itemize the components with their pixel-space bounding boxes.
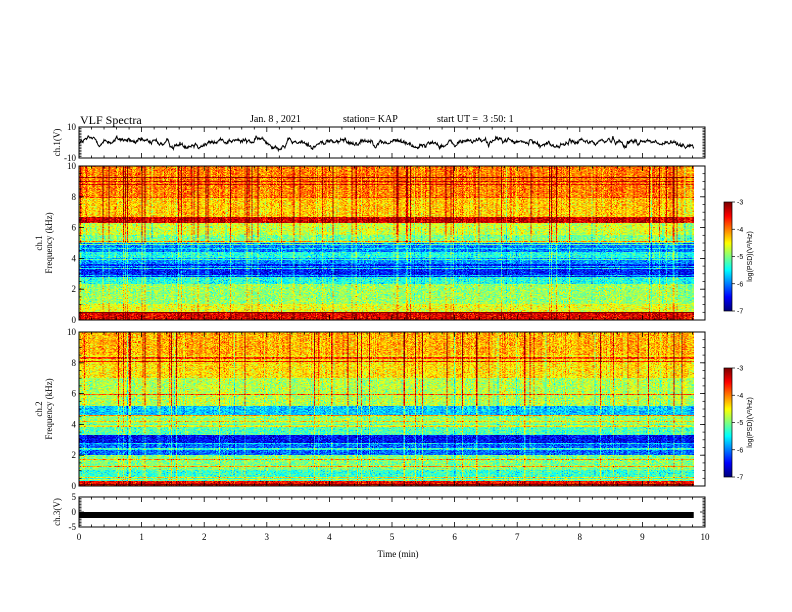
x-tick-label: 3 [265,532,270,542]
x-tick-label: 4 [327,532,332,542]
colorbar-label: log(PSD)(V²/Hz) [747,397,754,448]
y-tick-label: -5 [69,522,77,532]
ch1-spectrogram-image [79,166,705,320]
ch1-spectrogram-panel: 0 2 4 6 8 10 ch.1Frequency (kHz) [34,161,706,325]
colorbar-tick-label: -5 [737,420,743,427]
x-tick-label: 10 [701,532,711,542]
x-tick-label: 0 [77,532,82,542]
x-axis-label: Time (min) [378,549,419,559]
colorbar-tick-label: -5 [737,254,743,261]
colorbar-tick-label: -7 [737,309,743,316]
station-label: station= KAP [343,114,398,125]
y-tick-label: 8 [72,192,77,202]
y-axis-label: ch.2Frequency (kHz) [34,378,54,439]
colorbar-axes: -3 -4 -5 -6 -7 log(PSD)(V²/Hz) -3 -4 -5 -6 -7 log(P… [723,200,754,482]
panel-frame [78,331,706,487]
y-tick-label: 6 [72,223,77,233]
y-axis-label: ch.3(V) [52,498,62,526]
y-tick-label: 5 [72,492,77,502]
x-tick-label: 5 [390,532,395,542]
y-tick-label: 6 [72,389,77,399]
y-tick-label: 0 [72,481,77,491]
colorbar-frame [723,201,733,312]
y-tick-label: 10 [67,122,77,132]
y-tick-label: 2 [72,284,77,294]
y-tick-label: -10 [64,153,76,163]
y-axis-label: ch.1Frequency (kHz) [34,212,54,273]
ch2-spectrogram-panel: 0 2 4 6 8 10 ch.2Frequency (kHz) [34,327,706,491]
y-tick-label: 4 [72,253,77,263]
x-tick-label: 6 [452,532,457,542]
x-tick-label: 2 [202,532,207,542]
y-tick-label: 8 [72,358,77,368]
colorbar-tick-label: -6 [737,281,743,288]
x-tick-label: 1 [139,532,144,542]
ch2-colorbar-image [724,368,732,477]
y-tick-label: 0 [72,315,77,325]
y-tick-label: 0 [72,507,77,517]
start-time-label: start UT = 3 :50: 1 [437,114,514,125]
colorbar-tick-label: -3 [737,366,743,373]
y-tick-label: 10 [67,327,77,337]
colorbar-tick-label: -4 [737,227,743,234]
date-label: Jan. 8 , 2021 [250,114,301,125]
x-tick-label: 8 [578,532,583,542]
y-tick-label: 2 [72,450,77,460]
y-axis-label: ch.1(V) [52,129,62,157]
figure-title: VLF Spectra [80,113,142,127]
ch3-waveform-line [79,512,694,518]
colorbar-tick-label: -6 [737,447,743,454]
colorbar-tick-label: -7 [737,475,743,482]
x-tick-label: 9 [640,532,645,542]
colorbar-frame [723,367,733,478]
ch1-colorbar-image [724,202,732,311]
x-tick-label: 7 [515,532,520,542]
y-tick-label: 10 [67,161,77,171]
panel-frame [78,165,706,321]
ch3-waveform-panel: 50-5ch.3(V)0 1 2 3 4 5 6 7 8 9 10 [52,492,710,542]
colorbar-tick-label: -3 [737,200,743,207]
colorbar-tick-label: -4 [737,393,743,400]
y-tick-label: 4 [72,419,77,429]
ch2-spectrogram-image [79,332,705,486]
colorbar-label: log(PSD)(V²/Hz) [747,231,754,282]
ch1-waveform-line [78,134,695,153]
